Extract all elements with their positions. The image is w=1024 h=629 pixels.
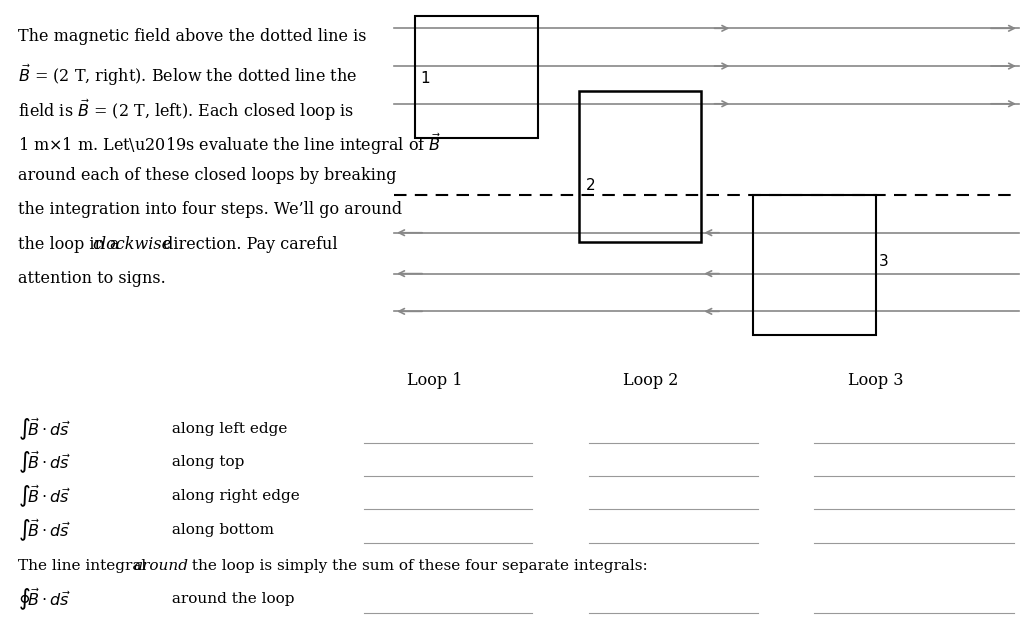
- Text: $\vec{B}$ = (2 T, right). Below the dotted line the: $\vec{B}$ = (2 T, right). Below the dott…: [18, 63, 357, 88]
- Text: Loop 2: Loop 2: [623, 372, 678, 389]
- Bar: [415, 16, 538, 138]
- Text: direction. Pay careful: direction. Pay careful: [158, 236, 338, 253]
- Text: along right edge: along right edge: [167, 489, 300, 503]
- Text: around: around: [133, 559, 188, 573]
- Text: field is $\vec{B}$ = (2 T, left). Each closed loop is: field is $\vec{B}$ = (2 T, left). Each c…: [18, 97, 354, 123]
- Text: $\oint \!\vec{B} \cdot d\vec{s}$: $\oint \!\vec{B} \cdot d\vec{s}$: [18, 586, 72, 612]
- Text: $\int \!\vec{B} \cdot d\vec{s}$: $\int \!\vec{B} \cdot d\vec{s}$: [18, 449, 72, 476]
- Text: clockwise: clockwise: [92, 236, 172, 253]
- Text: $\int \!\vec{B} \cdot d\vec{s}$: $\int \!\vec{B} \cdot d\vec{s}$: [18, 482, 72, 509]
- Text: along left edge: along left edge: [167, 422, 288, 436]
- Text: the loop is simply the sum of these four separate integrals:: the loop is simply the sum of these four…: [187, 559, 648, 573]
- Text: around each of these closed loops by breaking: around each of these closed loops by bre…: [18, 167, 397, 184]
- Text: $\int \!\vec{B} \cdot d\vec{s}$: $\int \!\vec{B} \cdot d\vec{s}$: [18, 416, 72, 442]
- Text: 1 m$\times$1 m. Let\u2019s evaluate the line integral of $\vec{B}$: 1 m$\times$1 m. Let\u2019s evaluate the …: [18, 132, 442, 157]
- Bar: [579, 91, 701, 242]
- Bar: [753, 195, 876, 335]
- Text: Loop 1: Loop 1: [408, 372, 463, 389]
- Text: attention to signs.: attention to signs.: [18, 270, 166, 287]
- Text: $\int \!\vec{B} \cdot d\vec{s}$: $\int \!\vec{B} \cdot d\vec{s}$: [18, 516, 72, 543]
- Text: the integration into four steps. We’ll go around: the integration into four steps. We’ll g…: [18, 201, 402, 218]
- Text: along bottom: along bottom: [167, 523, 273, 537]
- Text: The line integral: The line integral: [18, 559, 152, 573]
- Text: 1: 1: [420, 71, 429, 86]
- Text: The magnetic field above the dotted line is: The magnetic field above the dotted line…: [18, 28, 367, 45]
- Text: around the loop: around the loop: [167, 592, 295, 606]
- Text: Loop 3: Loop 3: [848, 372, 903, 389]
- Text: the loop in a: the loop in a: [18, 236, 125, 253]
- Text: 2: 2: [586, 178, 595, 193]
- Text: along top: along top: [167, 455, 245, 469]
- Text: 3: 3: [879, 253, 889, 269]
